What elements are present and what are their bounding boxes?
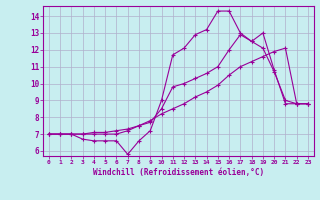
X-axis label: Windchill (Refroidissement éolien,°C): Windchill (Refroidissement éolien,°C) [93,168,264,177]
